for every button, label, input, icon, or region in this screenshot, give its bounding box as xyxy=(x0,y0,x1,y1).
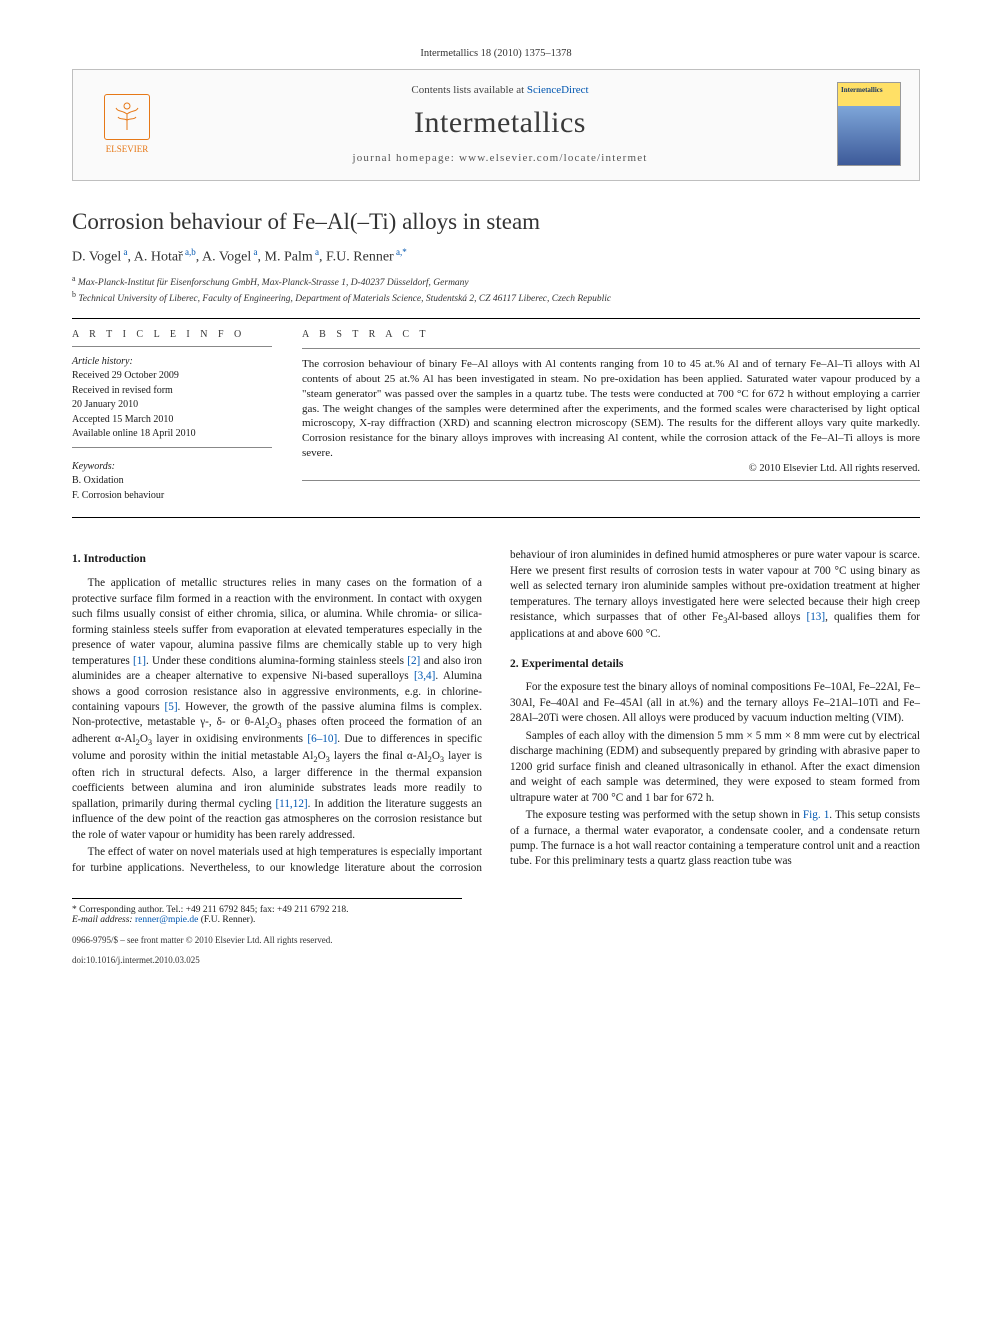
email-link[interactable]: renner@mpie.de xyxy=(135,915,198,925)
keywords-label: Keywords: xyxy=(72,460,272,474)
affil-text: Max-Planck-Institut für Eisenforschung G… xyxy=(78,278,469,288)
figure-link[interactable]: Fig. 1 xyxy=(803,809,829,821)
body-columns: 1. Introduction The application of metal… xyxy=(72,548,920,876)
author: F.U. Renner xyxy=(326,250,394,265)
affil-text: Technical University of Liberec, Faculty… xyxy=(78,294,611,304)
author-affil-sup: a xyxy=(121,247,127,257)
issn-line: 0966-9795/$ – see front matter © 2010 El… xyxy=(72,935,920,945)
doi-line: doi:10.1016/j.intermet.2010.03.025 xyxy=(72,955,920,965)
abstract-copyright: © 2010 Elsevier Ltd. All rights reserved… xyxy=(302,463,920,474)
citation-link[interactable]: [11,12] xyxy=(275,798,307,810)
keyword: F. Corrosion behaviour xyxy=(72,489,272,503)
keyword: B. Oxidation xyxy=(72,474,272,488)
header-center: Contents lists available at ScienceDirec… xyxy=(181,84,819,164)
author: A. Hotař xyxy=(134,250,183,265)
divider xyxy=(72,517,920,518)
article-info-head: A R T I C L E I N F O xyxy=(72,329,272,340)
section-head-experimental: 2. Experimental details xyxy=(510,657,920,673)
author: D. Vogel xyxy=(72,250,121,265)
corresponding-marker: * xyxy=(402,247,407,257)
accepted-date: Accepted 15 March 2010 xyxy=(72,413,272,427)
body-paragraph: For the exposure test the binary alloys … xyxy=(510,680,920,726)
keywords-block: Keywords: B. Oxidation F. Corrosion beha… xyxy=(72,460,272,503)
abstract-col: A B S T R A C T The corrosion behaviour … xyxy=(302,329,920,504)
publisher-label: ELSEVIER xyxy=(106,144,149,154)
citation-link[interactable]: [1] xyxy=(133,655,146,667)
elsevier-tree-icon xyxy=(104,94,150,140)
body-paragraph: Samples of each alloy with the dimension… xyxy=(510,729,920,806)
section-head-intro: 1. Introduction xyxy=(72,552,482,568)
article-title: Corrosion behaviour of Fe–Al(–Ti) alloys… xyxy=(72,209,920,235)
author: A. Vogel xyxy=(202,250,251,265)
elsevier-logo: ELSEVIER xyxy=(91,84,163,164)
running-head: Intermetallics 18 (2010) 1375–1378 xyxy=(72,48,920,59)
home-prefix: journal homepage: xyxy=(352,152,459,164)
author-affil-sup: a xyxy=(313,247,319,257)
author-affil-sup: a xyxy=(251,247,257,257)
journal-cover-thumb: Intermetallics xyxy=(837,82,901,166)
divider xyxy=(72,447,272,448)
journal-header: ELSEVIER Contents lists available at Sci… xyxy=(72,69,920,181)
divider xyxy=(302,348,920,349)
divider xyxy=(302,480,920,481)
affiliation-b: b Technical University of Liberec, Facul… xyxy=(72,290,920,304)
sciencedirect-link[interactable]: ScienceDirect xyxy=(527,84,589,96)
author-affil-sup: a, xyxy=(394,247,403,257)
divider xyxy=(72,318,920,319)
citation-link[interactable]: [6–10] xyxy=(307,733,337,745)
abstract-head: A B S T R A C T xyxy=(302,329,920,340)
revised-date-1: Received in revised form xyxy=(72,384,272,398)
email-label: E-mail address: xyxy=(72,915,135,925)
citation-link[interactable]: [5] xyxy=(165,701,178,713)
received-date: Received 29 October 2009 xyxy=(72,369,272,383)
email-line: E-mail address: renner@mpie.de (F.U. Ren… xyxy=(72,915,462,925)
divider xyxy=(72,346,272,347)
citation-link[interactable]: [13] xyxy=(806,611,825,623)
journal-home-link[interactable]: www.elsevier.com/locate/intermet xyxy=(459,152,648,164)
body-paragraph: The exposure testing was performed with … xyxy=(510,808,920,870)
journal-title: Intermetallics xyxy=(181,106,819,140)
online-date: Available online 18 April 2010 xyxy=(72,427,272,441)
article-info-col: A R T I C L E I N F O Article history: R… xyxy=(72,329,272,504)
author: M. Palm xyxy=(265,250,313,265)
corresponding-footer: * Corresponding author. Tel.: +49 211 67… xyxy=(72,898,462,925)
revised-date-2: 20 January 2010 xyxy=(72,398,272,412)
author-affil-sup: a,b xyxy=(183,247,196,257)
contents-prefix: Contents lists available at xyxy=(411,84,526,96)
contents-available: Contents lists available at ScienceDirec… xyxy=(181,84,819,96)
author-list: D. Vogel a, A. Hotař a,b, A. Vogel a, M.… xyxy=(72,247,920,266)
body-paragraph: The application of metallic structures r… xyxy=(72,576,482,843)
citation-link[interactable]: [3,4] xyxy=(414,670,435,682)
info-abstract-row: A R T I C L E I N F O Article history: R… xyxy=(72,329,920,504)
cover-label: Intermetallics xyxy=(841,86,897,94)
history-label: Article history: xyxy=(72,355,272,369)
citation-link[interactable]: [2] xyxy=(407,655,420,667)
journal-homepage: journal homepage: www.elsevier.com/locat… xyxy=(181,152,819,164)
corresponding-note: * Corresponding author. Tel.: +49 211 67… xyxy=(72,905,462,915)
affiliation-a: a Max-Planck-Institut für Eisenforschung… xyxy=(72,274,920,288)
email-tail: (F.U. Renner). xyxy=(198,915,255,925)
abstract-text: The corrosion behaviour of binary Fe–Al … xyxy=(302,357,920,461)
